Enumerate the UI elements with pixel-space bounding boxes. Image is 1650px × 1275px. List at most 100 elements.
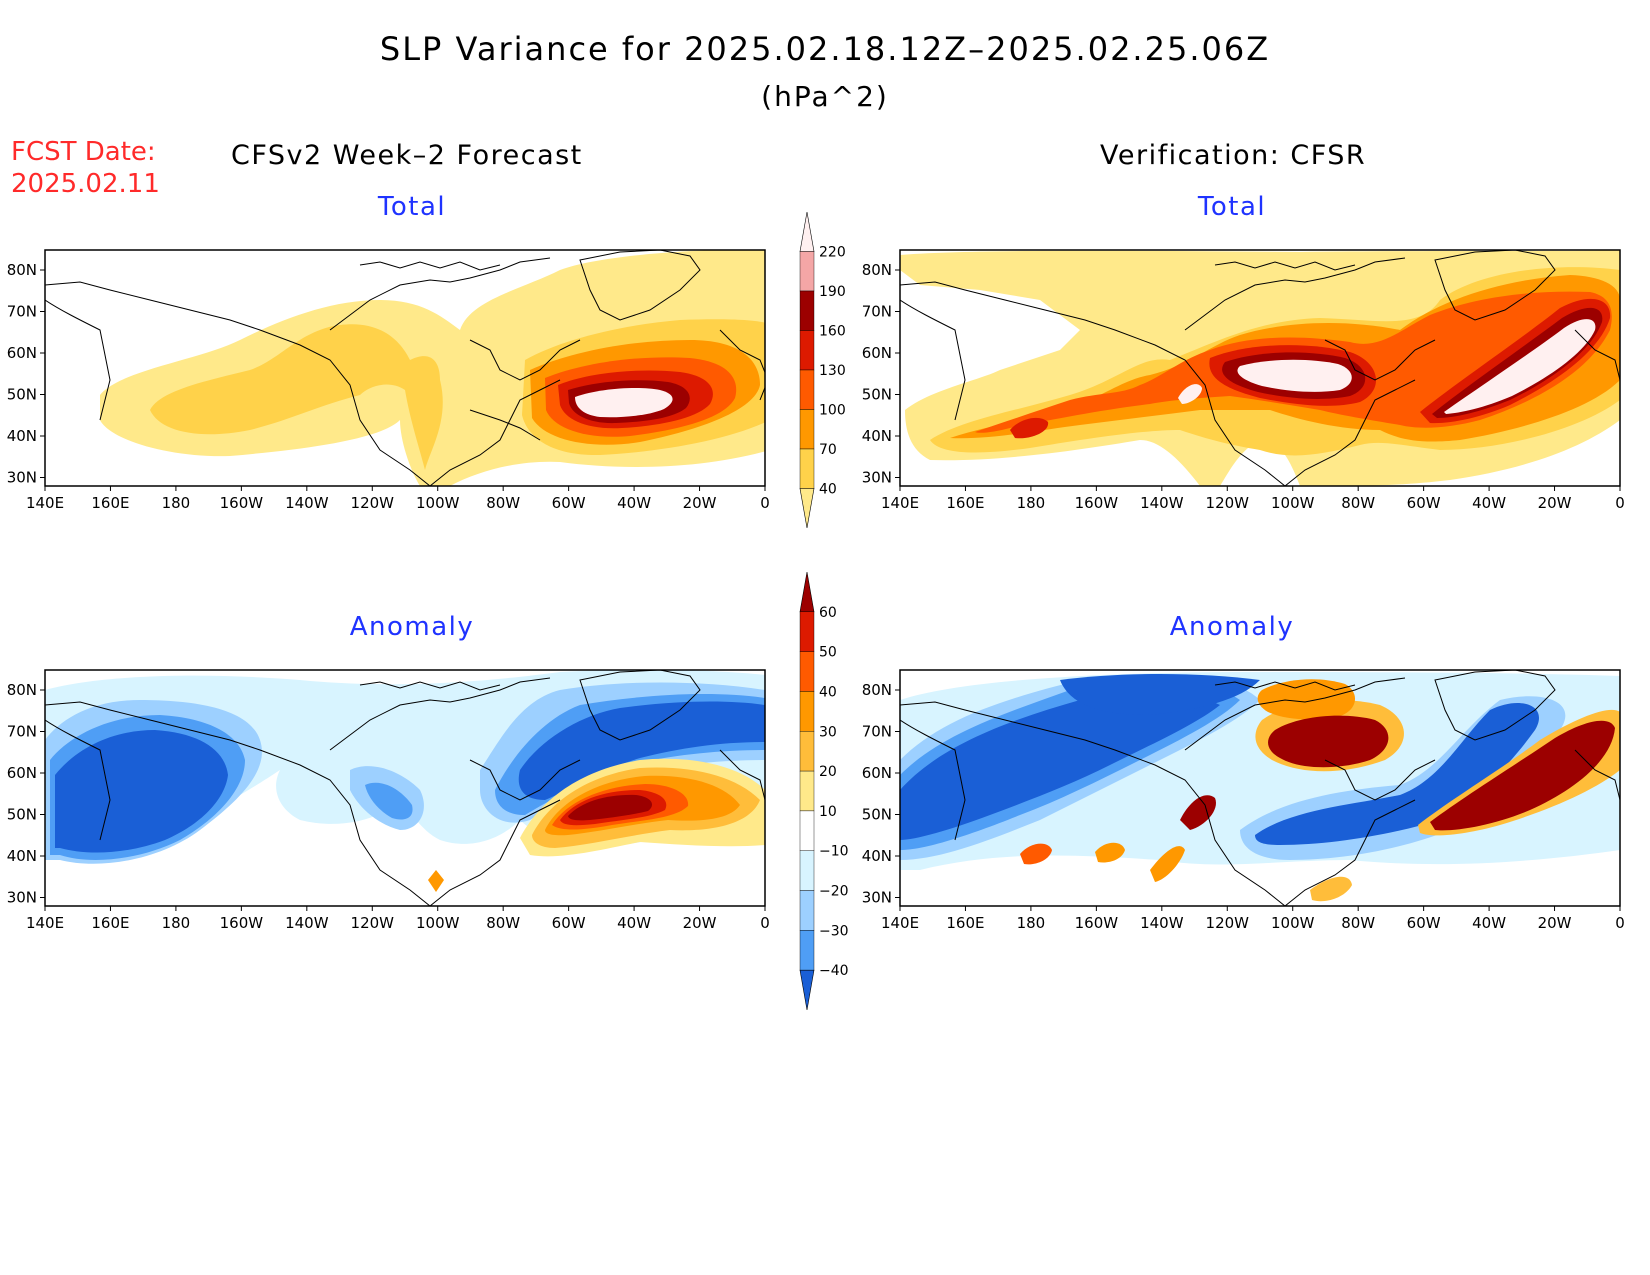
fa-lon-label: 140E [26,914,64,932]
va-lat-label: 60N [862,764,892,782]
vt-lon-label: 0 [1615,494,1625,512]
vt-lon-label: 160W [1075,494,1119,512]
va-shade-60 [1268,715,1389,768]
anomaly-colorbar-level-label: 20 [819,764,837,780]
total-colorbar-level-label: 130 [819,363,846,379]
ft-lat-label: 60N [7,344,37,362]
va-lon-label: 160E [946,914,984,932]
ft-shade-220 [575,388,673,418]
vt-lat-label: 80N [862,261,892,279]
va-shade-neg40c [1255,702,1539,845]
vt-shade-130c [1010,417,1049,439]
va-shade-20g [1310,876,1352,902]
fa-lon-label: 60W [552,914,586,932]
va-shade-30 [1257,679,1356,720]
vt-lon-label: 180 [1017,494,1046,512]
fa-lon-label: 40W [617,914,651,932]
fa-lon-label: 160W [220,914,264,932]
anomaly-colorbar-level-label: 40 [819,684,837,700]
anomaly-colorbar-swatch [799,731,815,772]
ft-axes: 140E 160E 180 160W 140W 120W 100W 80W 60W 40W 20W 0… [7,261,770,512]
va-lon-label: 160W [1075,914,1119,932]
anomaly-colorbar-level-label: 60 [819,605,837,621]
fa-lon-label: 180 [162,914,191,932]
ft-lon-label: 180 [162,494,191,512]
ft-lat-label: 30N [7,469,37,487]
forecast-anomaly-title: Anomaly [349,612,475,642]
fa-shade-right [700,792,722,812]
fa-frame [44,669,766,907]
va-shade-60c [1180,795,1216,830]
fcst-date-value: 2025.02.11 [11,169,160,199]
verification-column-heading: Verification: CFSR [1100,140,1367,171]
ft-lon-label: 20W [683,494,717,512]
anomaly-colorbar-swatch [799,930,815,971]
fa-lat-label: 80N [7,681,37,699]
vt-lon-label: 160E [946,494,984,512]
ft-lon-label: 120W [351,494,395,512]
va-lat-label: 50N [862,806,892,824]
fa-lon-label: 80W [486,914,520,932]
ft-shade-70 [150,324,443,470]
total-colorbar-level-label: 100 [819,403,846,419]
va-shade-neg40 [900,692,1220,840]
ft-lon-label: 80W [486,494,520,512]
va-frame [899,669,1621,907]
fa-lon-label: 160E [91,914,129,932]
fa-shade-neg40b [518,701,765,800]
anomaly-colorbar-swatch [799,890,815,931]
ft-lon-label: 140E [26,494,64,512]
total-colorbar-level-label: 190 [819,284,846,300]
anomaly-colorbar-level-label: 10 [819,804,837,820]
anomaly-colorbar-swatch [799,651,815,692]
fa-axes: 140E 160E 180 160W 140W 120W 100W 80W 60W 40W 20W 0… [7,681,770,932]
anomaly-colorbar-swatch-top [799,571,815,613]
vt-lon-label: 20W [1538,494,1572,512]
ft-lat-label: 50N [7,386,37,404]
va-shade-40d [1020,843,1052,865]
vt-lon-label: 120W [1206,494,1250,512]
ft-lon-label: 60W [552,494,586,512]
ft-lat-label: 40N [7,427,37,445]
fcst-date-label: FCST Date: [11,137,156,167]
va-lon-label: 0 [1615,914,1625,932]
total-colorbar-level-label: 160 [819,324,846,340]
vt-shade-220 [1237,359,1352,392]
va-coastlines [900,670,1620,906]
anomaly-colorbar-level-label: 30 [819,724,837,740]
vt-lon-label: 80W [1341,494,1375,512]
va-lon-label: 40W [1472,914,1506,932]
total-colorbar-level-label: 70 [819,442,837,458]
anomaly-colorbar-level-label: −40 [819,963,849,979]
ft-lon-label: 100W [416,494,460,512]
vt-lat-label: 30N [862,469,892,487]
vt-lon-label: 140E [881,494,919,512]
fa-lat-label: 60N [7,764,37,782]
va-lon-label: 20W [1538,914,1572,932]
ft-lon-label: 0 [760,494,770,512]
vt-frame [899,249,1621,487]
total-colorbar-swatch [799,369,815,410]
vt-lat-label: 70N [862,303,892,321]
va-shade-30f [1150,846,1185,882]
anomaly-colorbar-swatch [799,691,815,732]
va-lon-label: 120W [1206,914,1250,932]
vt-lon-label: 60W [1407,494,1441,512]
anomaly-colorbar-swatch [799,850,815,891]
va-shade-60b [1430,720,1615,831]
total-colorbar-level-label: 220 [819,245,846,261]
vt-lon-label: 100W [1271,494,1315,512]
ft-lon-label: 160E [91,494,129,512]
va-lon-label: 80W [1341,914,1375,932]
anomaly-colorbar-swatch-bottom [799,969,815,1011]
va-lat-label: 70N [862,723,892,741]
va-lon-label: 60W [1407,914,1441,932]
anomaly-colorbar-level-label: 50 [819,645,837,661]
va-lat-label: 80N [862,681,892,699]
verification-anomaly-title: Anomaly [1169,612,1295,642]
fcst-date-block: FCST Date: 2025.02.11 [11,136,160,200]
fa-lon-label: 140W [285,914,329,932]
forecast-column-heading: CFSv2 Week–2 Forecast [231,140,583,171]
